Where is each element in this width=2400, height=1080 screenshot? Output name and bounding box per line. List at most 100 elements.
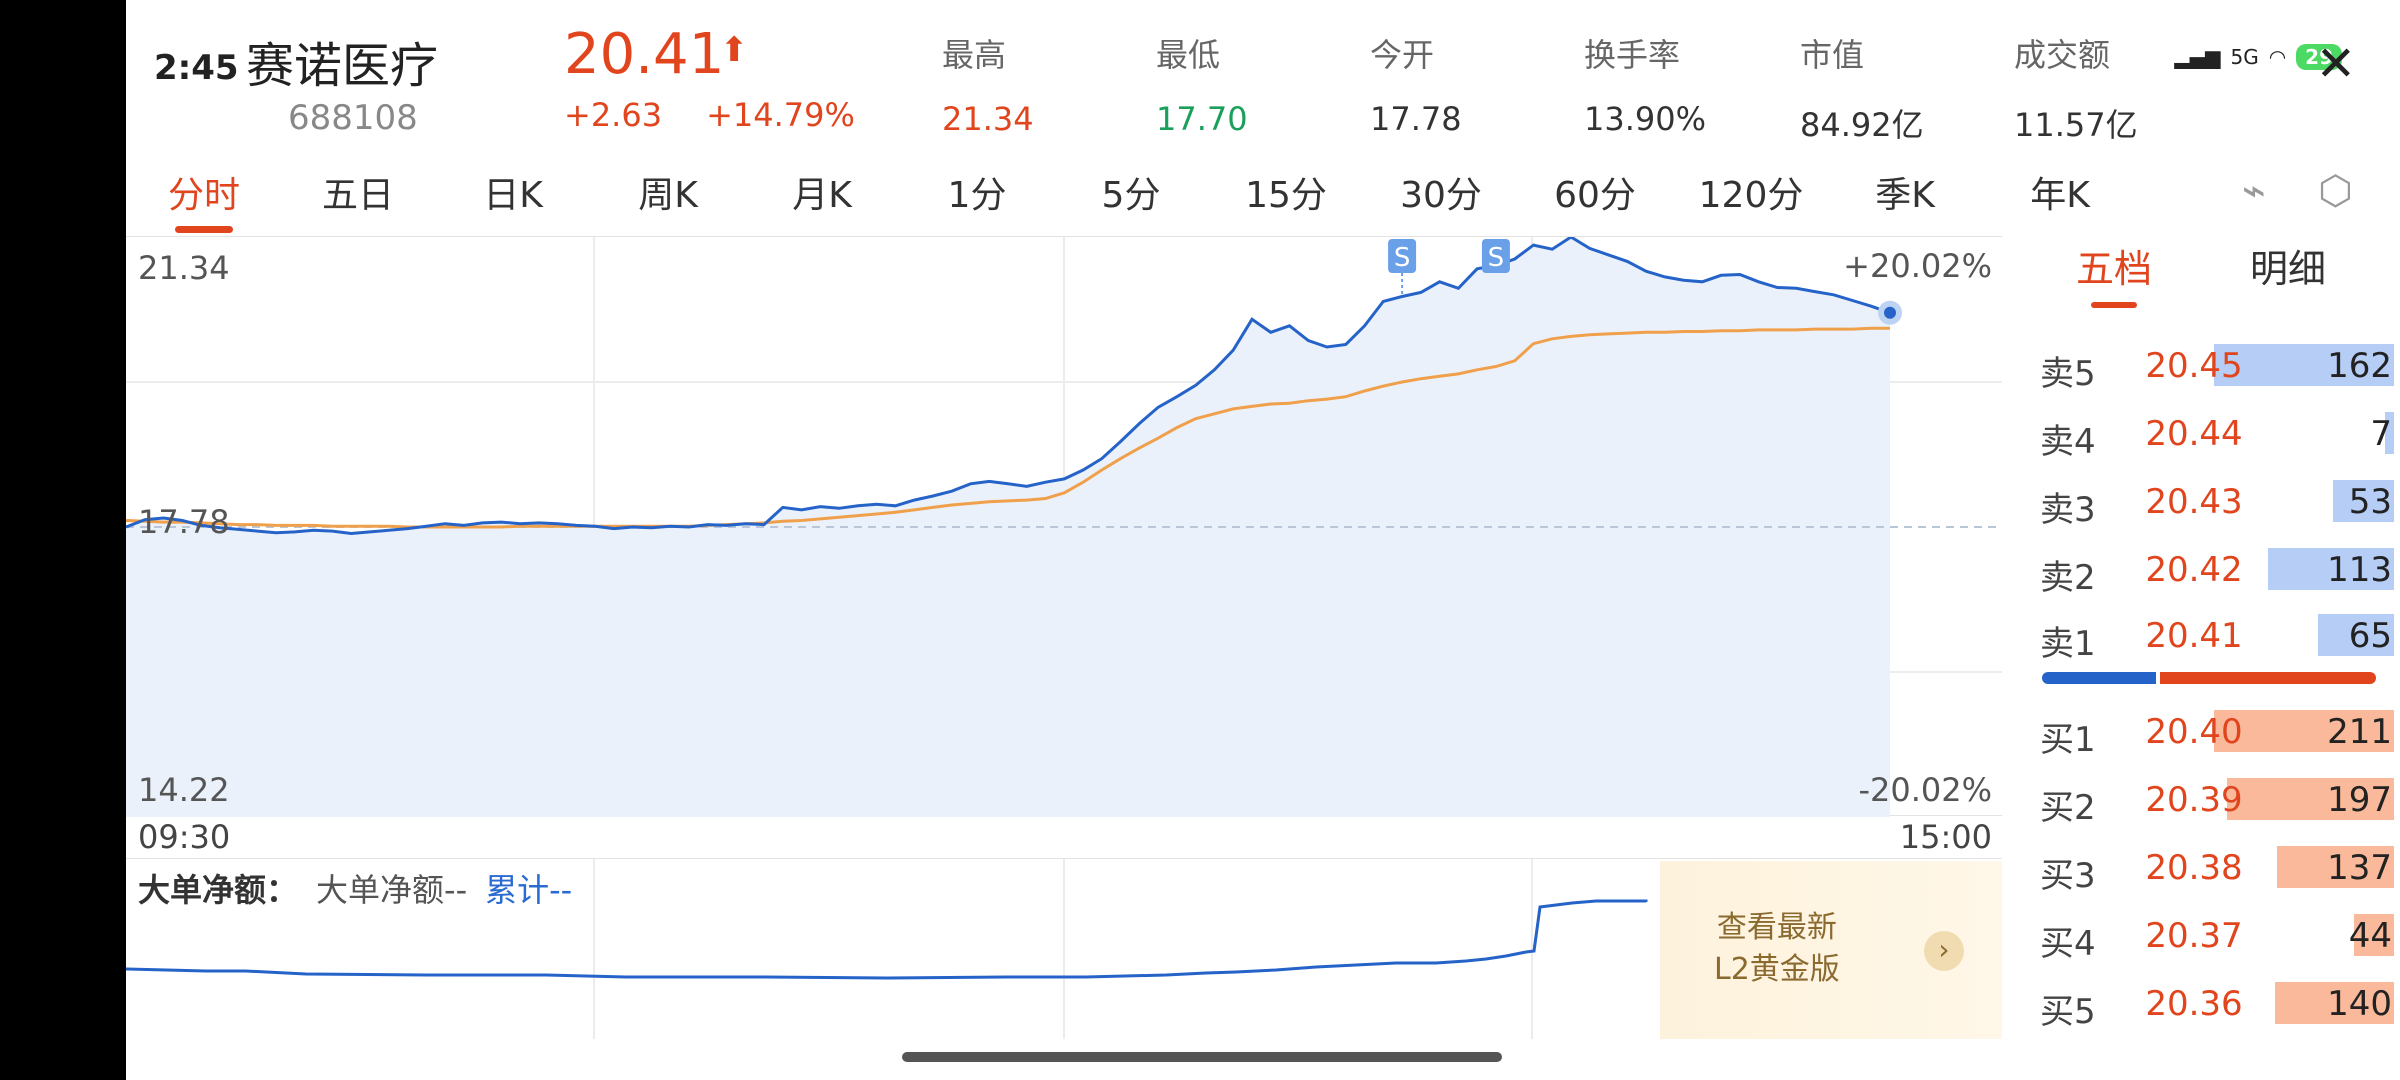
volume-bar bbox=[2275, 982, 2394, 1024]
volume-bar bbox=[2333, 480, 2394, 522]
chevron-right-icon[interactable]: › bbox=[1924, 931, 1964, 971]
level-price: 20.41 bbox=[2145, 616, 2243, 656]
level-label: 买3 bbox=[2040, 856, 2096, 896]
volume-bar bbox=[2214, 710, 2394, 752]
stat-label: 换手率 bbox=[1584, 36, 1681, 74]
pct-high-label: +20.02% bbox=[1843, 247, 1992, 285]
tab-15min[interactable]: 15分 bbox=[1245, 175, 1327, 216]
level-label: 买4 bbox=[2040, 924, 2096, 964]
stat-label: 最低 bbox=[1156, 36, 1221, 74]
ask-row[interactable]: 卖4 20.44 7 bbox=[2026, 406, 2396, 462]
level-volume: 211 bbox=[2327, 712, 2392, 752]
level-volume: 137 bbox=[2327, 848, 2392, 888]
y-mid-label: 17.78 bbox=[138, 503, 230, 541]
change-amount: +2.63 bbox=[564, 96, 663, 134]
ask-row[interactable]: 卖2 20.42 113 bbox=[2026, 542, 2396, 598]
tab-five-levels[interactable]: 五档 bbox=[2075, 247, 2153, 291]
stat-low: 最低 17.70 bbox=[1156, 30, 1248, 138]
signal-icon: ▂▄▆ bbox=[2174, 45, 2221, 69]
network-label: 5G bbox=[2230, 45, 2259, 69]
active-tab-indicator bbox=[2091, 302, 2137, 308]
tab-yearly-k[interactable]: 年K bbox=[2030, 175, 2090, 216]
tab-5min[interactable]: 5分 bbox=[1101, 175, 1161, 216]
level-price: 20.42 bbox=[2145, 550, 2243, 590]
stat-market-cap: 市值 84.92亿 bbox=[1800, 30, 1924, 146]
level-label: 买2 bbox=[2040, 788, 2096, 828]
status-icons: ▂▄▆ 5G ◠ 29 bbox=[2174, 44, 2342, 70]
big-order-legend: 大单净额： 大单净额-- 累计-- bbox=[138, 865, 572, 911]
stat-value: 21.34 bbox=[942, 100, 1034, 138]
tab-60min[interactable]: 60分 bbox=[1554, 175, 1636, 216]
tab-details[interactable]: 明细 bbox=[2249, 247, 2327, 291]
y-high-label: 21.34 bbox=[138, 249, 230, 287]
stat-value: 17.78 bbox=[1370, 100, 1462, 138]
active-tab-indicator bbox=[175, 226, 233, 233]
tab-monthly-k[interactable]: 月K bbox=[792, 175, 852, 216]
level-label: 卖5 bbox=[2040, 354, 2096, 394]
l2-upsell-banner[interactable]: 查看最新 L2黄金版 › bbox=[1660, 861, 2002, 1039]
level-price: 20.43 bbox=[2145, 482, 2243, 522]
level-label: 买1 bbox=[2040, 720, 2096, 760]
ask-row[interactable]: 卖5 20.45 162 bbox=[2026, 338, 2396, 394]
tab-intraday[interactable]: 分时 bbox=[167, 175, 241, 216]
stat-open: 今开 17.78 bbox=[1370, 30, 1462, 138]
up-arrow-icon: ⬆ bbox=[720, 30, 749, 70]
price-line bbox=[126, 237, 1891, 536]
bid-row[interactable]: 买5 20.36 140 bbox=[2026, 976, 2396, 1032]
time-end-label: 15:00 bbox=[1899, 818, 1992, 856]
tab-30min[interactable]: 30分 bbox=[1400, 175, 1482, 216]
change-percent: +14.79% bbox=[706, 96, 855, 134]
tab-1min[interactable]: 1分 bbox=[947, 175, 1007, 216]
stat-label: 今开 bbox=[1370, 36, 1435, 74]
tab-daily-k[interactable]: 日K bbox=[483, 175, 543, 216]
signal-s-marker: S bbox=[1481, 239, 1510, 273]
bid-row[interactable]: 买2 20.39 197 bbox=[2026, 772, 2396, 828]
stat-volume: 成交额 11.57亿 bbox=[2014, 30, 2138, 146]
bid-row[interactable]: 买1 20.40 211 bbox=[2026, 704, 2396, 760]
ask-row[interactable]: 卖3 20.43 53 bbox=[2026, 474, 2396, 530]
bid-row[interactable]: 买4 20.37 44 bbox=[2026, 908, 2396, 964]
ask-ratio-segment bbox=[2042, 672, 2156, 684]
level-price: 20.44 bbox=[2145, 414, 2243, 454]
level-price: 20.37 bbox=[2145, 916, 2243, 956]
level-volume: 197 bbox=[2327, 780, 2392, 820]
period-tabs: 分时 五日 日K 周K 月K 1分 5分 15分 30分 60分 120分 季K… bbox=[126, 158, 2400, 234]
level-price: 20.40 bbox=[2145, 712, 2243, 752]
big-order-value: 大单净额-- bbox=[316, 871, 468, 909]
status-time: 2:45 bbox=[154, 48, 239, 88]
tab-5day[interactable]: 五日 bbox=[321, 175, 395, 216]
indicator-icon[interactable]: ⌁ bbox=[2242, 168, 2267, 214]
volume-bar bbox=[2354, 914, 2394, 956]
close-icon[interactable]: ✕ bbox=[2315, 36, 2356, 92]
tab-120min[interactable]: 120分 bbox=[1698, 175, 1804, 216]
level-volume: 113 bbox=[2327, 550, 2392, 590]
stat-turnover: 换手率 13.90% bbox=[1584, 30, 1706, 138]
stock-name: 赛诺医疗 bbox=[246, 38, 439, 94]
level-label: 买5 bbox=[2040, 992, 2096, 1032]
battery-icon: 29 bbox=[2296, 44, 2342, 70]
signal-s-label: S bbox=[1488, 243, 1505, 273]
upsell-text: 查看最新 L2黄金版 bbox=[1714, 907, 1840, 991]
stock-code: 688108 bbox=[288, 98, 418, 138]
settings-hexagon-icon[interactable]: ⬡ bbox=[2318, 168, 2353, 214]
tab-weekly-k[interactable]: 周K bbox=[638, 175, 698, 216]
home-indicator[interactable] bbox=[902, 1052, 1502, 1062]
ask-row[interactable]: 卖1 20.41 65 bbox=[2026, 608, 2396, 664]
stat-high: 最高 21.34 bbox=[942, 30, 1034, 138]
upsell-line-2: L2黄金版 bbox=[1714, 952, 1840, 987]
tab-quarterly-k[interactable]: 季K bbox=[1875, 175, 1935, 216]
level-price: 20.45 bbox=[2145, 346, 2243, 386]
y-low-label: 14.22 bbox=[138, 771, 230, 809]
level-volume: 162 bbox=[2327, 346, 2392, 386]
level-price: 20.38 bbox=[2145, 848, 2243, 888]
big-order-cumulative: 累计-- bbox=[485, 871, 573, 909]
level-label: 卖3 bbox=[2040, 490, 2096, 530]
big-order-chart bbox=[126, 859, 1648, 1039]
stat-label: 最高 bbox=[942, 36, 1007, 74]
level-volume: 44 bbox=[2348, 916, 2392, 956]
volume-bar bbox=[2268, 548, 2394, 590]
bid-row[interactable]: 买3 20.38 137 bbox=[2026, 840, 2396, 896]
bid-ask-ratio-bar bbox=[2042, 672, 2376, 684]
level-price: 20.39 bbox=[2145, 780, 2243, 820]
